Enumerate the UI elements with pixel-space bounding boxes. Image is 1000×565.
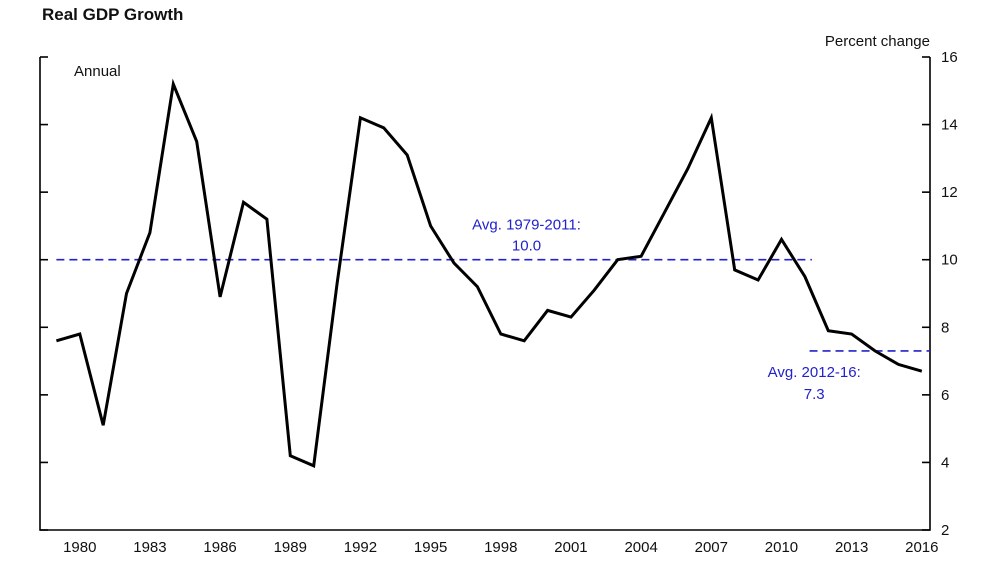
y-tick-label: 14 — [941, 117, 958, 134]
x-tick-label: 1989 — [274, 539, 307, 556]
chart-title: Real GDP Growth — [42, 5, 184, 24]
y-tick-label: 12 — [941, 184, 958, 201]
y-tick-label: 6 — [941, 387, 949, 404]
x-tick-label: 1980 — [63, 539, 96, 556]
avg-annotation-value-0: 10.0 — [512, 238, 541, 255]
x-tick-label: 1995 — [414, 539, 447, 556]
y-tick-label: 10 — [941, 252, 958, 269]
y-tick-label: 8 — [941, 319, 949, 336]
y-tick-label: 16 — [941, 49, 958, 66]
avg-annotation-value-1: 7.3 — [804, 386, 825, 403]
x-tick-label: 2004 — [624, 539, 657, 556]
gdp-line-series — [55, 78, 923, 468]
x-tick-label: 2001 — [554, 539, 587, 556]
y-tick-label: 4 — [941, 454, 949, 471]
avg-annotation-label-0: Avg. 1979-2011: — [472, 217, 581, 234]
x-tick-label: 1992 — [344, 539, 377, 556]
x-tick-label: 2010 — [765, 539, 798, 556]
avg-annotation-label-1: Avg. 2012-16: — [768, 364, 861, 381]
x-tick-label: 1998 — [484, 539, 517, 556]
x-tick-label: 2007 — [695, 539, 728, 556]
x-tick-label: 1983 — [133, 539, 166, 556]
axis-frame — [39, 57, 931, 531]
x-tick-label: 2016 — [905, 539, 938, 556]
series-frequency-label: Annual — [74, 63, 121, 80]
x-tick-label: 1986 — [203, 539, 236, 556]
x-tick-label: 2013 — [835, 539, 868, 556]
y-tick-label: 2 — [941, 522, 949, 539]
right-axis-unit-label: Percent change — [824, 33, 930, 50]
